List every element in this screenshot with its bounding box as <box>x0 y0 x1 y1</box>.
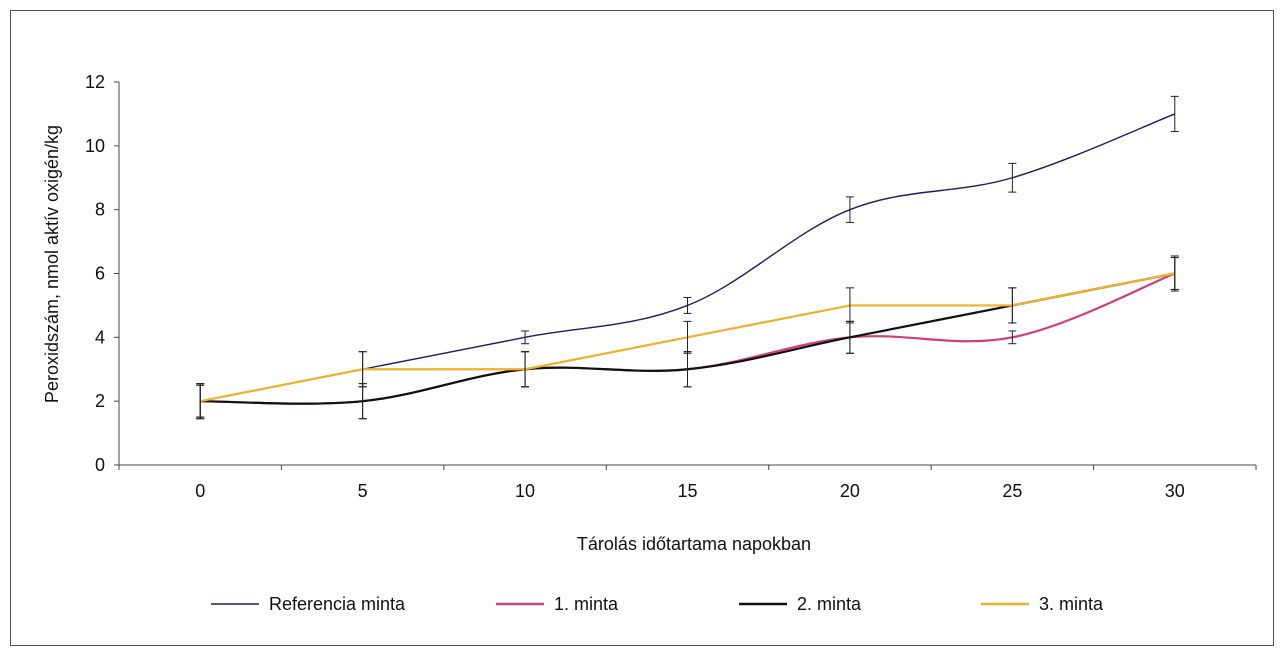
x-tick-label: 25 <box>1002 481 1022 501</box>
x-tick-label: 5 <box>358 481 368 501</box>
error-bar <box>1008 163 1016 192</box>
legend-label: 1. minta <box>554 594 619 614</box>
legend-label: 3. minta <box>1039 594 1104 614</box>
axes: 0 2 4 6 8 10 12 0 5 10 15 20 25 30 <box>85 72 1256 501</box>
x-tick-label: 20 <box>840 481 860 501</box>
error-bar <box>684 297 692 313</box>
legend-label: 2. minta <box>797 594 862 614</box>
error-bar <box>846 197 854 223</box>
y-tick-label: 2 <box>95 391 105 411</box>
legend-item: Referencia minta <box>211 594 406 614</box>
chart-frame: 0 2 4 6 8 10 12 0 5 10 15 20 25 30 Tárolás időtartama… <box>10 10 1274 646</box>
y-tick-label: 4 <box>95 327 105 347</box>
error-bars <box>196 96 1179 418</box>
y-tick-label: 0 <box>95 455 105 475</box>
legend-item: 2. minta <box>739 594 862 614</box>
legend-item: 3. minta <box>981 594 1104 614</box>
y-tick-label: 10 <box>85 136 105 156</box>
error-bar <box>1171 96 1179 131</box>
y-tick-label: 12 <box>85 72 105 92</box>
x-tick-label: 15 <box>677 481 697 501</box>
legend-item: 1. minta <box>496 594 619 614</box>
x-tick-label: 10 <box>515 481 535 501</box>
x-tick-label: 0 <box>195 481 205 501</box>
y-axis-label: Peroxidszám, nmol aktív oxigén/kg <box>42 125 62 403</box>
y-tick-label: 6 <box>95 264 105 284</box>
x-axis-label: Tárolás időtartama napokban <box>577 534 811 554</box>
line-chart: 0 2 4 6 8 10 12 0 5 10 15 20 25 30 Tárolás időtartama… <box>11 11 1273 645</box>
legend-label: Referencia minta <box>269 594 406 614</box>
y-tick-label: 8 <box>95 200 105 220</box>
x-tick-label: 30 <box>1165 481 1185 501</box>
legend: Referencia minta 1. minta 2. minta 3. minta <box>211 594 1104 614</box>
